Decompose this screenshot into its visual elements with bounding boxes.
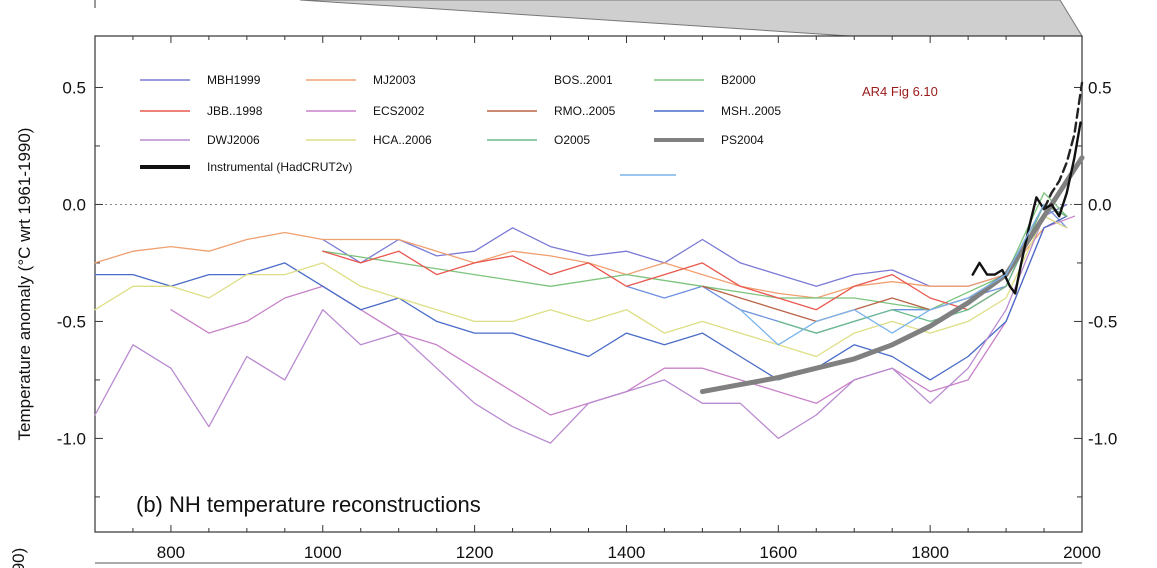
legend-label: PS2004 [721,133,764,147]
series-line [1042,81,1084,211]
legend-label: HCA..2006 [373,133,432,147]
x-tick-label: 2000 [1063,543,1101,562]
series-layer [94,81,1085,444]
x-tick-label: 1800 [911,543,949,562]
y-tick-label: 0.0 [62,195,86,214]
series-line [739,203,1045,346]
series-line [94,215,1068,358]
axis-ticks: 800 1000 1200 1400 1600 1800 2000 0.5 0.5 0.0 0.0 -… [57,36,1117,562]
y-tick-label-right: 0.0 [1088,195,1112,214]
y-tick-label: -1.0 [57,429,86,448]
legend: MBH1999 MJ2003 BOS..2001 B2000 JBB..1998 ECS2… [140,73,781,176]
y-tick-label: 0.5 [62,78,86,97]
legend-label: MBH1999 [207,73,261,87]
series-line [94,215,1068,381]
x-tick-label: 800 [157,543,185,562]
x-tick-label: 1000 [304,543,342,562]
zoom-wedge [299,0,1083,37]
panel-title: (b) NH temperature reconstructions [136,492,481,517]
legend-label: Instrumental (HadCRUT2v) [207,160,352,174]
y-axis-label: Temperature anomaly (°C wrt 1961-1990) [15,128,34,441]
legend-label: O2005 [554,133,590,147]
legend-label: DWJ2006 [207,133,260,147]
legend-label: JBB..1998 [207,104,263,118]
series-line [971,121,1082,295]
x-tick-label: 1400 [608,543,646,562]
lower-y-axis-label-fragment: 90) [9,548,28,568]
legend-label: MSH..2005 [721,104,781,118]
figure-annotation: AR4 Fig 6.10 [862,84,938,99]
series-line [322,203,1068,311]
legend-label: RMO..2005 [554,104,616,118]
legend-label: B2000 [721,73,756,87]
y-tick-label-right: -0.5 [1088,312,1117,331]
legend-label: BOS..2001 [554,73,613,87]
legend-label: MJ2003 [373,73,416,87]
x-tick-label: 1200 [456,543,494,562]
series-line [94,215,1068,444]
x-tick-label: 1600 [759,543,797,562]
y-tick-label-right: 0.5 [1088,78,1112,97]
legend-label: ECS2002 [373,104,425,118]
y-tick-label: -0.5 [57,312,86,331]
y-tick-label-right: -1.0 [1088,429,1117,448]
series-line [699,155,1085,395]
